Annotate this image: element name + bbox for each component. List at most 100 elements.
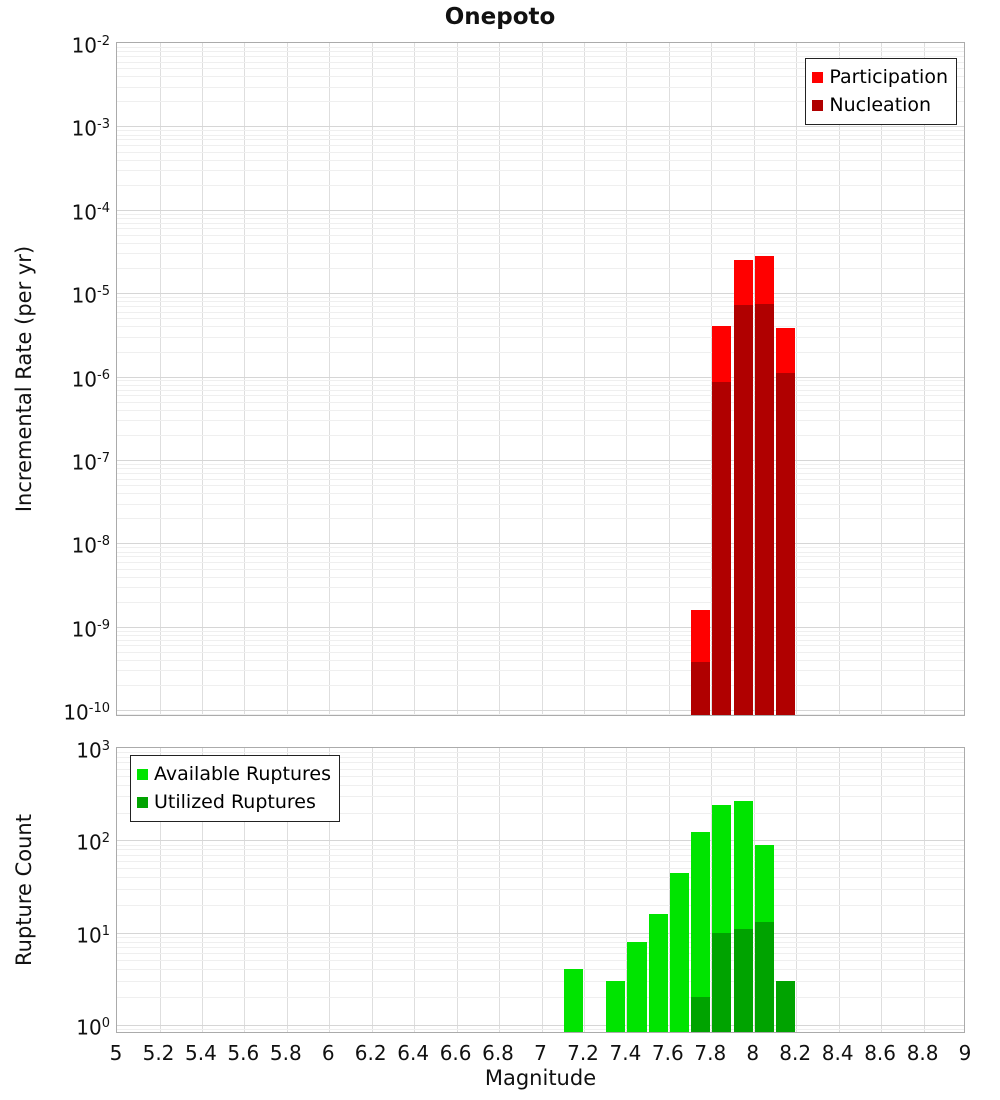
minor-gridline [117, 55, 964, 57]
y-tick-label: 10-8 [71, 534, 110, 559]
y-tick-label: 10-4 [71, 200, 110, 225]
minor-gridline [117, 301, 964, 303]
x-tick-label: 8.4 [821, 1041, 854, 1065]
vertical-gridline [499, 748, 500, 1032]
bar-available-ruptures [669, 873, 690, 1032]
minor-gridline [117, 306, 964, 308]
vertical-gridline [371, 43, 373, 715]
minor-gridline [117, 796, 964, 798]
minor-gridline [117, 253, 964, 255]
minor-gridline [117, 1029, 964, 1031]
minor-gridline [117, 556, 964, 558]
minor-gridline [117, 503, 964, 505]
major-gridline [117, 293, 964, 295]
minor-gridline [117, 86, 964, 88]
minor-gridline [117, 268, 964, 270]
minor-gridline [117, 409, 964, 411]
vertical-gridline [244, 748, 246, 1032]
minor-gridline [117, 953, 964, 955]
legend-label-available: Available Ruptures [154, 763, 331, 785]
minor-gridline [117, 568, 964, 570]
minor-gridline [117, 888, 964, 890]
minor-gridline [117, 326, 964, 328]
vertical-gridline [499, 43, 500, 715]
vertical-gridline [796, 748, 798, 1032]
bar-available-ruptures [648, 913, 668, 1032]
vertical-gridline [371, 748, 373, 1032]
minor-gridline [117, 670, 964, 672]
available-ruptures-swatch-icon [137, 768, 148, 780]
y-tick-label: 102 [76, 830, 110, 855]
minor-gridline [117, 184, 964, 186]
vertical-gridline [838, 748, 840, 1032]
vertical-gridline [796, 43, 798, 715]
nucleation-swatch-icon [812, 99, 824, 111]
x-tick-label: 5.8 [269, 1041, 302, 1065]
major-gridline [117, 209, 964, 211]
minor-gridline [117, 222, 964, 224]
vertical-gridline [881, 748, 883, 1032]
minor-gridline [117, 868, 964, 870]
minor-gridline [117, 946, 964, 948]
major-gridline [117, 126, 964, 128]
rupture-count-panel: Available Ruptures Utilized Ruptures [116, 747, 965, 1033]
minor-gridline [117, 68, 964, 70]
bar-nucleation [733, 304, 753, 715]
vertical-gridline [159, 748, 161, 1032]
minor-gridline [117, 587, 964, 588]
bar-utilized-ruptures [733, 928, 753, 1032]
x-tick-label: 7.6 [651, 1041, 684, 1065]
chart-title: Onepoto [444, 4, 556, 30]
y-tick-label: 10-6 [71, 367, 110, 392]
vertical-gridline [201, 43, 203, 715]
vertical-gridline [541, 748, 543, 1032]
vertical-gridline [584, 43, 585, 715]
y-tick-label: 10-5 [71, 283, 110, 308]
vertical-gridline [838, 43, 840, 715]
x-tick-label: 6.8 [482, 1041, 514, 1065]
minor-gridline [117, 234, 964, 236]
vertical-gridline [753, 748, 755, 1032]
vertical-gridline [414, 748, 416, 1032]
bar-available-ruptures [563, 969, 583, 1032]
minor-gridline [117, 639, 964, 641]
vertical-gridline [923, 748, 925, 1032]
minor-gridline [117, 762, 964, 764]
minor-gridline [117, 297, 964, 298]
bar-nucleation [712, 381, 732, 715]
minor-gridline [117, 134, 964, 136]
legend-label-nucleation: Nucleation [829, 94, 932, 116]
y-tick-label: 10-10 [63, 700, 110, 725]
bar-available-ruptures [606, 980, 626, 1032]
major-gridline [117, 1024, 964, 1026]
x-tick-label: 5.6 [227, 1041, 260, 1065]
incremental-rate-panel: Participation Nucleation [116, 42, 965, 716]
minor-gridline [117, 685, 964, 687]
y-tick-label: 10-2 [71, 33, 110, 58]
utilized-ruptures-swatch-icon [137, 796, 148, 808]
vertical-gridline [753, 43, 755, 715]
vertical-gridline [923, 43, 925, 715]
vertical-gridline [329, 43, 331, 715]
minor-gridline [117, 812, 964, 814]
x-tick-label: 6.6 [439, 1041, 472, 1065]
major-gridline [117, 543, 964, 545]
x-tick-label: 6 [321, 1041, 335, 1065]
minor-gridline [117, 849, 964, 851]
minor-gridline [117, 389, 964, 391]
major-gridline [117, 460, 964, 461]
x-tick-label: 7.8 [694, 1041, 727, 1065]
bar-nucleation [754, 303, 774, 715]
vertical-gridline [456, 748, 458, 1032]
y-tick-label: 10-3 [71, 117, 110, 142]
minor-gridline [117, 651, 964, 653]
minor-gridline [117, 243, 964, 244]
minor-gridline [117, 660, 964, 661]
x-tick-label: 8.2 [779, 1041, 812, 1065]
minor-gridline [117, 51, 964, 53]
minor-gridline [117, 139, 964, 141]
minor-gridline [117, 420, 964, 422]
minor-gridline [117, 547, 964, 549]
vertical-gridline [711, 43, 713, 715]
